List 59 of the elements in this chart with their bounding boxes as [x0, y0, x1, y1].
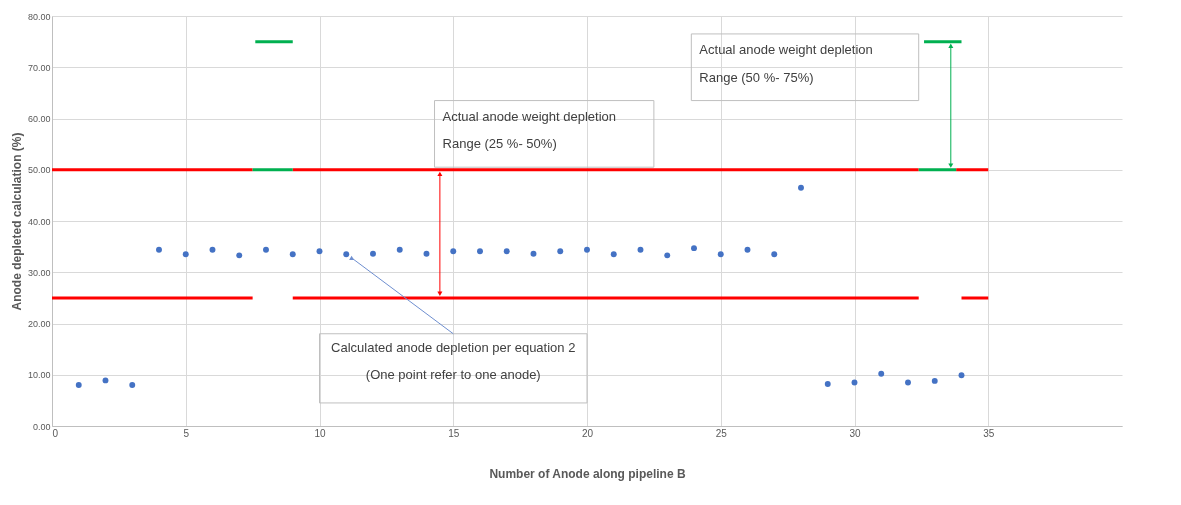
x-tick-label: 10	[314, 427, 326, 439]
point	[423, 250, 430, 257]
point	[610, 251, 617, 258]
annotation: Actual anode weight depletion	[699, 42, 873, 58]
y-tick-label: 50.00	[27, 165, 51, 176]
annotation: Range (25 %- 50%)	[442, 136, 557, 152]
point	[958, 372, 965, 379]
y-tick-label: 0.00	[32, 421, 51, 432]
y-tick-label: 20.00	[27, 319, 51, 329]
point	[316, 248, 323, 255]
y-tick-label: 40.00	[27, 216, 51, 227]
point	[503, 248, 510, 255]
point	[343, 251, 350, 258]
point	[851, 379, 858, 386]
y-tick-label: 70.00	[27, 62, 51, 73]
x-tick-label: 0	[52, 427, 59, 439]
x-tick-label: 30	[849, 427, 861, 439]
point	[156, 246, 162, 253]
y-axis-title: Anode depleted calculation (%)	[9, 132, 24, 311]
point	[691, 245, 697, 252]
point	[664, 252, 671, 259]
x-tick-label: 25	[715, 427, 728, 439]
point	[129, 382, 136, 388]
point	[905, 379, 911, 386]
annotation: (One point refer to one anode)	[365, 367, 541, 383]
x-tick-label: 35	[983, 427, 995, 439]
point	[396, 246, 403, 253]
x-tick-label: 5	[183, 427, 190, 439]
x-tick-label: 15	[448, 427, 460, 439]
point	[450, 248, 457, 255]
point	[824, 381, 831, 387]
point	[370, 250, 376, 257]
point	[771, 251, 778, 258]
y-tick-label: 80.00	[27, 11, 51, 22]
point	[878, 370, 885, 377]
point	[530, 250, 537, 257]
point	[744, 246, 751, 253]
point	[477, 248, 483, 255]
point	[289, 251, 296, 258]
point	[931, 377, 938, 384]
point	[209, 246, 216, 253]
annotation: Actual anode weight depletion	[442, 108, 617, 124]
point	[798, 184, 804, 191]
point	[584, 246, 590, 253]
annotation: Calculated anode depletion per equation 2	[331, 340, 576, 356]
x-axis-title: Number of Anode along pipeline B	[489, 466, 686, 481]
point	[182, 251, 189, 258]
point	[557, 248, 564, 255]
y-tick-label: 30.00	[27, 267, 51, 278]
point	[637, 246, 644, 253]
y-tick-label: 60.00	[27, 114, 51, 124]
point	[717, 251, 724, 258]
annotation: Range (50 %- 75%)	[699, 69, 814, 85]
point	[263, 246, 269, 253]
point	[75, 382, 82, 388]
x-tick-label: 20	[581, 427, 594, 439]
point	[236, 252, 243, 259]
y-tick-label: 10.00	[27, 370, 51, 381]
point	[102, 377, 109, 384]
